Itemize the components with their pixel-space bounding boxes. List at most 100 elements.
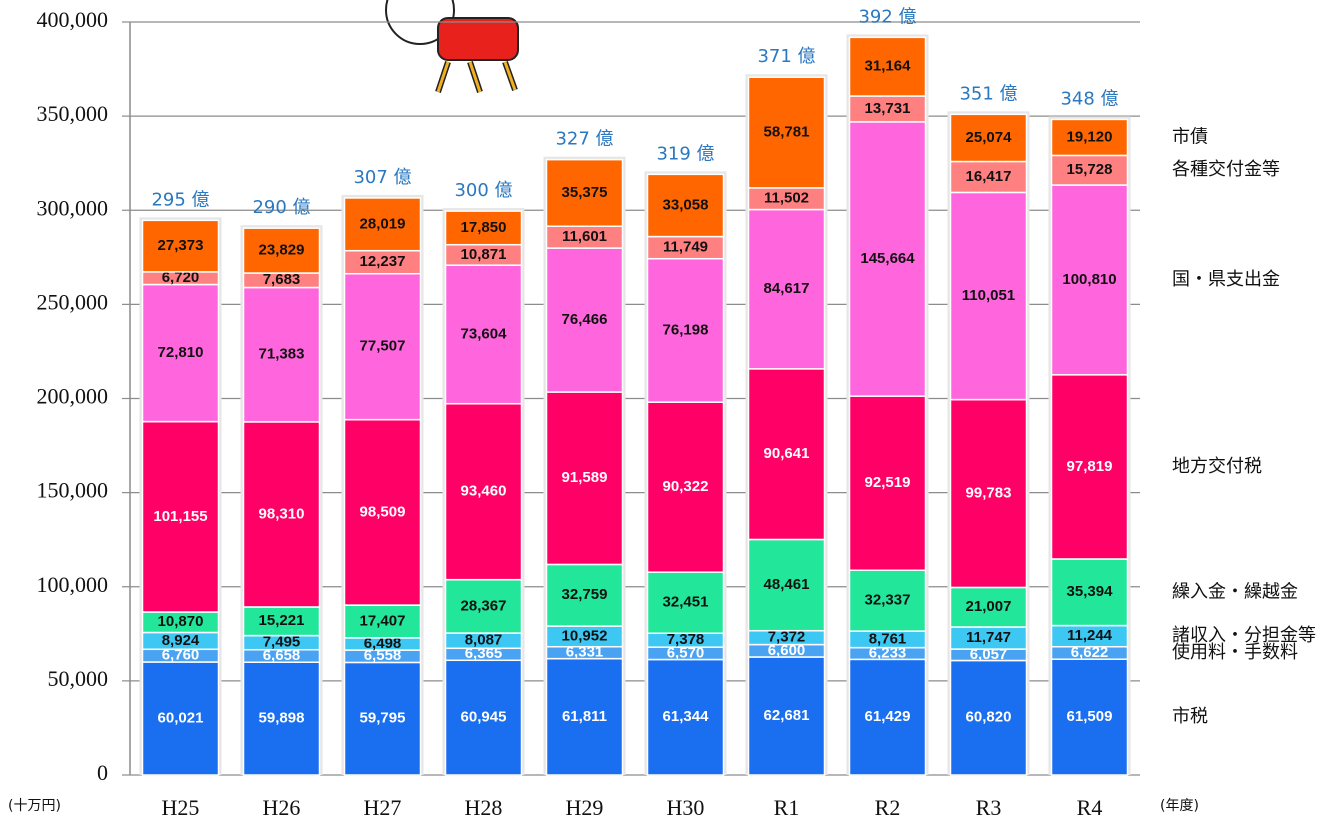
x-tick-label: H26 [263,795,301,820]
total-label: 300 億 [454,180,512,201]
y-tick-label: 200,000 [37,384,109,409]
total-label: 371 億 [757,46,815,67]
y-tick-label: 150,000 [37,478,109,503]
value-label: 73,604 [461,325,508,342]
x-tick-label: R4 [1077,795,1103,820]
bar-segment [545,563,624,627]
bar-segment [545,247,624,393]
legend-label: 使用料・手数料 [1172,642,1298,663]
y-tick-label: 50,000 [48,666,109,691]
value-label: 32,451 [663,594,709,611]
value-label: 11,601 [562,228,607,245]
bar-segment [1050,184,1129,376]
value-label: 32,337 [865,592,911,609]
value-label: 33,058 [663,196,709,213]
value-label: 11,502 [764,190,809,207]
value-label: 28,367 [461,597,507,614]
bar-segment [1050,558,1129,627]
value-label: 6,057 [970,646,1008,663]
bar-segment [1050,658,1129,776]
value-label: 93,460 [461,483,507,500]
value-label: 10,870 [158,613,204,630]
value-label: 17,407 [360,612,406,629]
value-label: 62,681 [764,707,810,724]
value-label: 10,871 [461,246,507,263]
value-label: 23,829 [259,242,305,259]
total-label: 327 億 [555,129,613,150]
value-label: 101,155 [153,508,207,525]
value-label: 84,617 [764,280,810,297]
bar-segment [343,197,422,252]
value-label: 92,519 [865,474,911,491]
legend-label: 各種交付金等 [1172,159,1280,180]
value-label: 59,795 [360,710,406,727]
value-label: 21,007 [966,598,1012,615]
bar-segment [747,76,826,189]
value-label: 7,495 [263,634,301,651]
value-label: 61,429 [865,708,911,725]
total-label: 307 億 [353,167,411,188]
value-label: 6,760 [162,647,200,664]
x-tick-label: H30 [667,795,705,820]
legend-label: 国・県支出金 [1172,269,1280,290]
value-label: 27,373 [158,237,204,254]
value-label: 61,509 [1067,708,1113,725]
bar-segment [444,402,523,581]
value-label: 35,375 [562,184,608,201]
value-label: 6,365 [465,645,503,662]
bar-segment [646,571,725,635]
bar-segment [848,95,927,123]
x-tick-label: H25 [162,795,200,820]
value-label: 31,164 [865,58,912,75]
bar-segment [545,391,624,566]
value-label: 100,810 [1062,271,1116,288]
total-label: 319 億 [656,143,714,164]
value-label: 98,509 [360,503,406,520]
y-tick-label: 350,000 [37,101,109,126]
value-label: 72,810 [158,344,204,361]
legend-label: 地方交付税 [1172,456,1262,477]
bar-segment [747,656,826,776]
value-label: 61,344 [663,708,710,725]
value-label: 6,658 [263,647,301,664]
bar-segment [848,36,927,97]
bar-segment [646,173,725,238]
value-label: 15,728 [1067,161,1113,178]
mascot [385,0,519,93]
value-label: 32,759 [562,586,608,603]
value-label: 6,233 [869,644,907,661]
value-label: 110,051 [962,287,1015,304]
bar-segment [545,657,624,776]
bar-segment [646,401,725,573]
bar-segment [242,286,321,423]
value-label: 76,466 [562,311,608,328]
value-label: 15,221 [259,612,305,629]
value-label: 71,383 [259,346,305,363]
value-label: 13,731 [865,100,911,117]
x-tick-label: R1 [774,795,800,820]
value-label: 12,237 [360,253,406,270]
bar-segment [848,658,927,776]
y-tick-label: 100,000 [37,572,109,597]
value-label: 145,664 [860,250,915,267]
bar-segment [747,538,826,632]
bar-segment [747,368,826,541]
value-label: 6,622 [1071,644,1109,661]
value-label: 25,074 [966,129,1013,146]
value-label: 6,558 [364,647,402,664]
x-tick-label: H28 [465,795,503,820]
total-label: 290 億 [252,197,310,218]
value-label: 11,747 [966,629,1011,646]
bar-segment [141,420,220,613]
value-label: 76,198 [663,321,709,338]
value-label: 7,683 [263,271,301,288]
value-label: 60,021 [158,709,204,726]
bar-segment [949,160,1028,194]
total-label: 348 億 [1060,88,1118,109]
value-label: 99,783 [966,484,1012,501]
value-label: 7,372 [768,629,806,646]
value-label: 19,120 [1067,128,1113,145]
value-label: 90,641 [764,445,810,462]
value-label: 11,244 [1067,627,1113,644]
